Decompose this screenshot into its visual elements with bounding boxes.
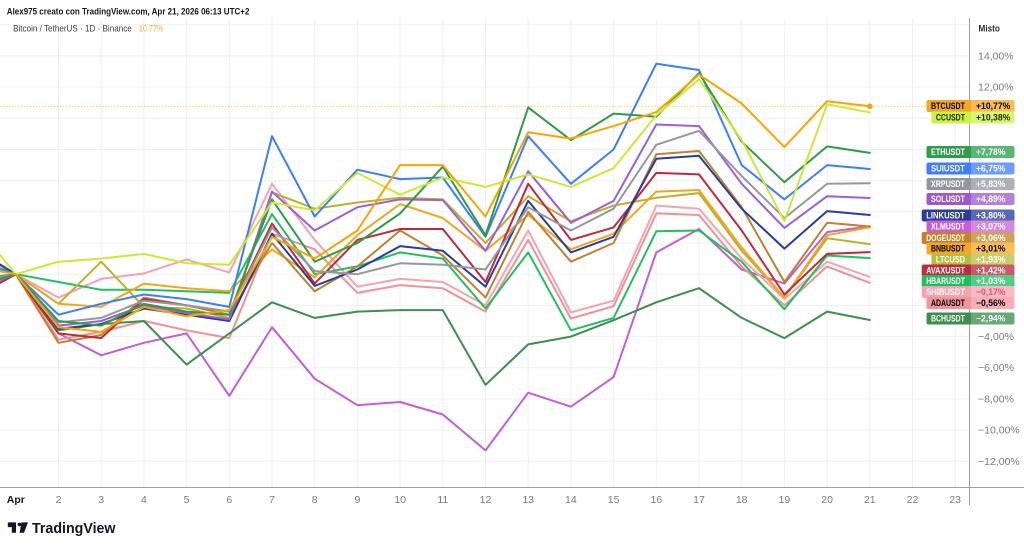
svg-text:ADAUSDT: ADAUSDT: [931, 298, 965, 308]
svg-text:19: 19: [779, 494, 791, 506]
svg-text:2: 2: [56, 494, 62, 506]
svg-text:3: 3: [98, 494, 104, 506]
svg-text:10,77%: 10,77%: [139, 24, 164, 34]
svg-text:XRPUSDT: XRPUSDT: [931, 179, 965, 189]
svg-text:15: 15: [608, 494, 620, 506]
svg-text:−4,00%: −4,00%: [978, 331, 1014, 343]
svg-text:18: 18: [736, 494, 748, 506]
svg-text:+10,77%: +10,77%: [976, 101, 1010, 111]
svg-text:7: 7: [269, 494, 275, 506]
svg-text:LINKUSDT: LINKUSDT: [926, 211, 965, 221]
svg-text:8: 8: [312, 494, 318, 506]
svg-text:+3,01%: +3,01%: [976, 244, 1005, 254]
svg-text:14: 14: [565, 494, 577, 506]
svg-text:−0,17%: −0,17%: [976, 287, 1005, 297]
svg-text:+3,07%: +3,07%: [976, 222, 1005, 232]
svg-text:9: 9: [354, 494, 360, 506]
svg-text:+6,75%: +6,75%: [976, 164, 1005, 174]
svg-text:+5,83%: +5,83%: [976, 179, 1005, 189]
svg-text:5: 5: [184, 494, 190, 506]
svg-text:+7,78%: +7,78%: [976, 147, 1005, 157]
svg-text:21: 21: [864, 494, 876, 506]
svg-text:+10,38%: +10,38%: [976, 113, 1010, 123]
svg-text:SHIBUSDT: SHIBUSDT: [926, 287, 965, 297]
svg-text:−6,00%: −6,00%: [978, 362, 1014, 374]
svg-text:BCHUSDT: BCHUSDT: [931, 314, 965, 324]
svg-text:12,00%: 12,00%: [978, 82, 1014, 94]
svg-text:4: 4: [141, 494, 147, 506]
svg-text:13: 13: [522, 494, 534, 506]
svg-text:LTCUSD: LTCUSD: [936, 255, 965, 265]
svg-text:+3,80%: +3,80%: [976, 211, 1005, 221]
svg-text:CCUSDT: CCUSDT: [936, 113, 965, 123]
svg-text:Bitcoin / TetherUS · 1D · Bina: Bitcoin / TetherUS · 1D · Binance: [13, 24, 132, 34]
svg-text:−2,94%: −2,94%: [976, 314, 1005, 324]
svg-text:+1,03%: +1,03%: [976, 276, 1005, 286]
svg-text:16: 16: [650, 494, 662, 506]
svg-text:+3,06%: +3,06%: [976, 233, 1005, 243]
svg-text:17: 17: [693, 494, 705, 506]
svg-text:11: 11: [437, 494, 448, 506]
svg-text:+1,93%: +1,93%: [976, 255, 1005, 265]
svg-text:Apr: Apr: [7, 494, 25, 506]
svg-text:AVAXUSDT: AVAXUSDT: [926, 266, 965, 276]
svg-text:TradingView: TradingView: [32, 521, 116, 537]
svg-text:14,00%: 14,00%: [978, 50, 1014, 62]
svg-text:+1,42%: +1,42%: [976, 266, 1005, 276]
svg-text:10: 10: [394, 494, 406, 506]
svg-text:Misto: Misto: [979, 24, 1001, 35]
svg-text:+4,89%: +4,89%: [976, 194, 1005, 204]
svg-text:20: 20: [821, 494, 833, 506]
svg-text:HBARUSDT: HBARUSDT: [926, 276, 965, 286]
svg-text:6: 6: [226, 494, 232, 506]
svg-text:23: 23: [949, 494, 961, 506]
svg-text:BNBUSDT: BNBUSDT: [931, 244, 965, 254]
svg-text:12: 12: [480, 494, 492, 506]
svg-text:−12,00%: −12,00%: [978, 456, 1020, 468]
svg-text:22: 22: [907, 494, 919, 506]
svg-text:Alex975 creato con TradingView: Alex975 creato con TradingView.com, Apr …: [7, 6, 250, 16]
svg-text:XLMUSDT: XLMUSDT: [931, 222, 965, 232]
svg-text:SOLUSDT: SOLUSDT: [931, 194, 965, 204]
svg-text:BTCUSDT: BTCUSDT: [931, 101, 965, 111]
svg-text:−8,00%: −8,00%: [978, 393, 1014, 405]
svg-text:SUIUSDT: SUIUSDT: [931, 164, 965, 174]
svg-text:−10,00%: −10,00%: [978, 425, 1020, 437]
svg-text:−0,56%: −0,56%: [976, 298, 1005, 308]
svg-text:DOGEUSDT: DOGEUSDT: [926, 233, 965, 243]
svg-text:ETHUSDT: ETHUSDT: [931, 147, 965, 157]
